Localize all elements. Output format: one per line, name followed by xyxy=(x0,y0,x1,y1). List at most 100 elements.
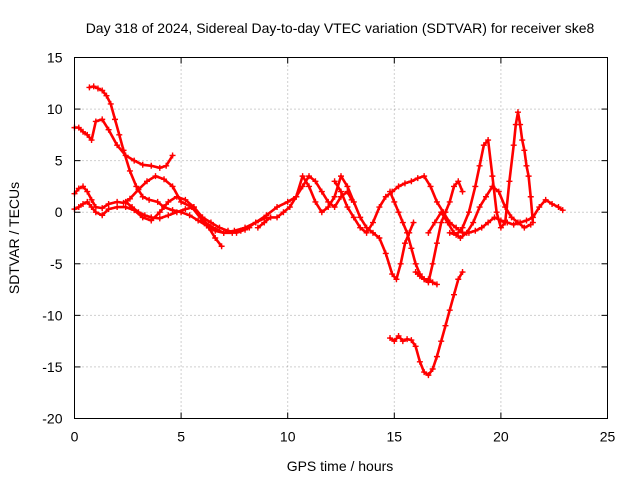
data-point xyxy=(261,219,268,226)
data-point xyxy=(421,369,428,376)
data-point xyxy=(470,219,477,226)
data-point xyxy=(284,198,291,205)
data-point xyxy=(88,137,95,144)
data-point xyxy=(480,142,487,149)
data-point xyxy=(131,157,138,164)
data-point xyxy=(218,243,225,250)
data-point xyxy=(514,109,521,116)
x-tick-label: 10 xyxy=(280,429,296,445)
data-point xyxy=(154,198,161,205)
data-point xyxy=(331,193,338,200)
data-point xyxy=(139,193,146,200)
data-point xyxy=(472,227,479,234)
data-point xyxy=(75,204,82,211)
data-point xyxy=(438,209,445,216)
data-point xyxy=(141,212,148,219)
series-sat-f xyxy=(254,173,417,283)
data-point xyxy=(357,214,364,221)
series-sat-k xyxy=(412,269,440,288)
data-point xyxy=(433,198,440,205)
data-point xyxy=(450,183,457,190)
y-tick-label: -5 xyxy=(50,256,63,272)
data-point xyxy=(527,193,534,200)
data-point xyxy=(429,365,436,372)
x-tick-label: 5 xyxy=(177,429,185,445)
data-point xyxy=(344,183,351,190)
data-point xyxy=(263,212,270,219)
data-point xyxy=(114,198,121,205)
data-point xyxy=(120,147,127,154)
data-point xyxy=(382,250,389,257)
data-point xyxy=(299,173,306,180)
data-point xyxy=(412,269,419,276)
data-point xyxy=(344,204,351,211)
data-point xyxy=(169,207,176,214)
data-point xyxy=(99,116,106,123)
x-axis-label: GPS time / hours xyxy=(287,458,394,474)
data-point xyxy=(459,224,466,231)
data-point xyxy=(178,198,185,205)
data-point xyxy=(421,173,428,180)
data-point xyxy=(485,219,492,226)
data-point xyxy=(133,183,140,190)
series-trace xyxy=(448,110,535,237)
data-point xyxy=(148,214,155,221)
data-point xyxy=(549,200,556,207)
data-point xyxy=(99,205,106,212)
data-point xyxy=(529,219,536,226)
data-point xyxy=(525,173,532,180)
data-point xyxy=(433,240,440,247)
series-trace xyxy=(388,270,464,377)
data-point xyxy=(114,142,121,149)
axis-ticks: 0 5 10 15 20 25 -20 -15 -10 -5 0 5 10 15 xyxy=(42,50,615,445)
data-point xyxy=(103,92,110,99)
data-point xyxy=(408,337,415,344)
data-point xyxy=(114,204,121,211)
data-point xyxy=(463,229,470,236)
data-point xyxy=(207,219,214,226)
series-sat-i xyxy=(425,183,534,241)
data-point xyxy=(312,178,319,185)
data-point xyxy=(446,307,453,314)
data-point xyxy=(459,188,466,195)
data-point xyxy=(225,227,232,234)
data-point xyxy=(293,193,300,200)
data-point xyxy=(135,186,142,193)
data-point xyxy=(391,198,398,205)
data-point xyxy=(472,183,479,190)
data-point xyxy=(559,207,566,214)
data-point xyxy=(459,269,466,276)
data-point xyxy=(510,142,517,149)
data-point xyxy=(387,188,394,195)
data-point xyxy=(84,188,91,195)
data-point xyxy=(521,147,528,154)
data-point xyxy=(80,200,87,207)
series-sat-c xyxy=(71,173,270,236)
data-point xyxy=(165,212,172,219)
data-point xyxy=(75,124,82,131)
data-point xyxy=(399,338,406,345)
data-point xyxy=(476,162,483,169)
data-point xyxy=(391,338,398,345)
data-point xyxy=(502,219,509,226)
y-tick-label: -10 xyxy=(42,307,62,323)
data-point xyxy=(199,214,206,221)
data-point xyxy=(395,183,402,190)
data-point xyxy=(126,195,133,202)
data-point xyxy=(254,224,261,231)
data-point xyxy=(416,273,423,280)
data-point xyxy=(453,224,460,231)
data-point xyxy=(75,185,82,192)
data-point xyxy=(555,204,562,211)
data-point xyxy=(122,198,129,205)
data-point xyxy=(495,188,502,195)
data-point xyxy=(112,116,119,123)
x-tick-label: 15 xyxy=(387,429,403,445)
data-point xyxy=(169,152,176,159)
data-point xyxy=(94,85,101,92)
data-point xyxy=(523,217,530,224)
y-tick-label: 15 xyxy=(47,50,63,66)
data-point xyxy=(395,332,402,339)
x-tick-label: 0 xyxy=(71,429,79,445)
